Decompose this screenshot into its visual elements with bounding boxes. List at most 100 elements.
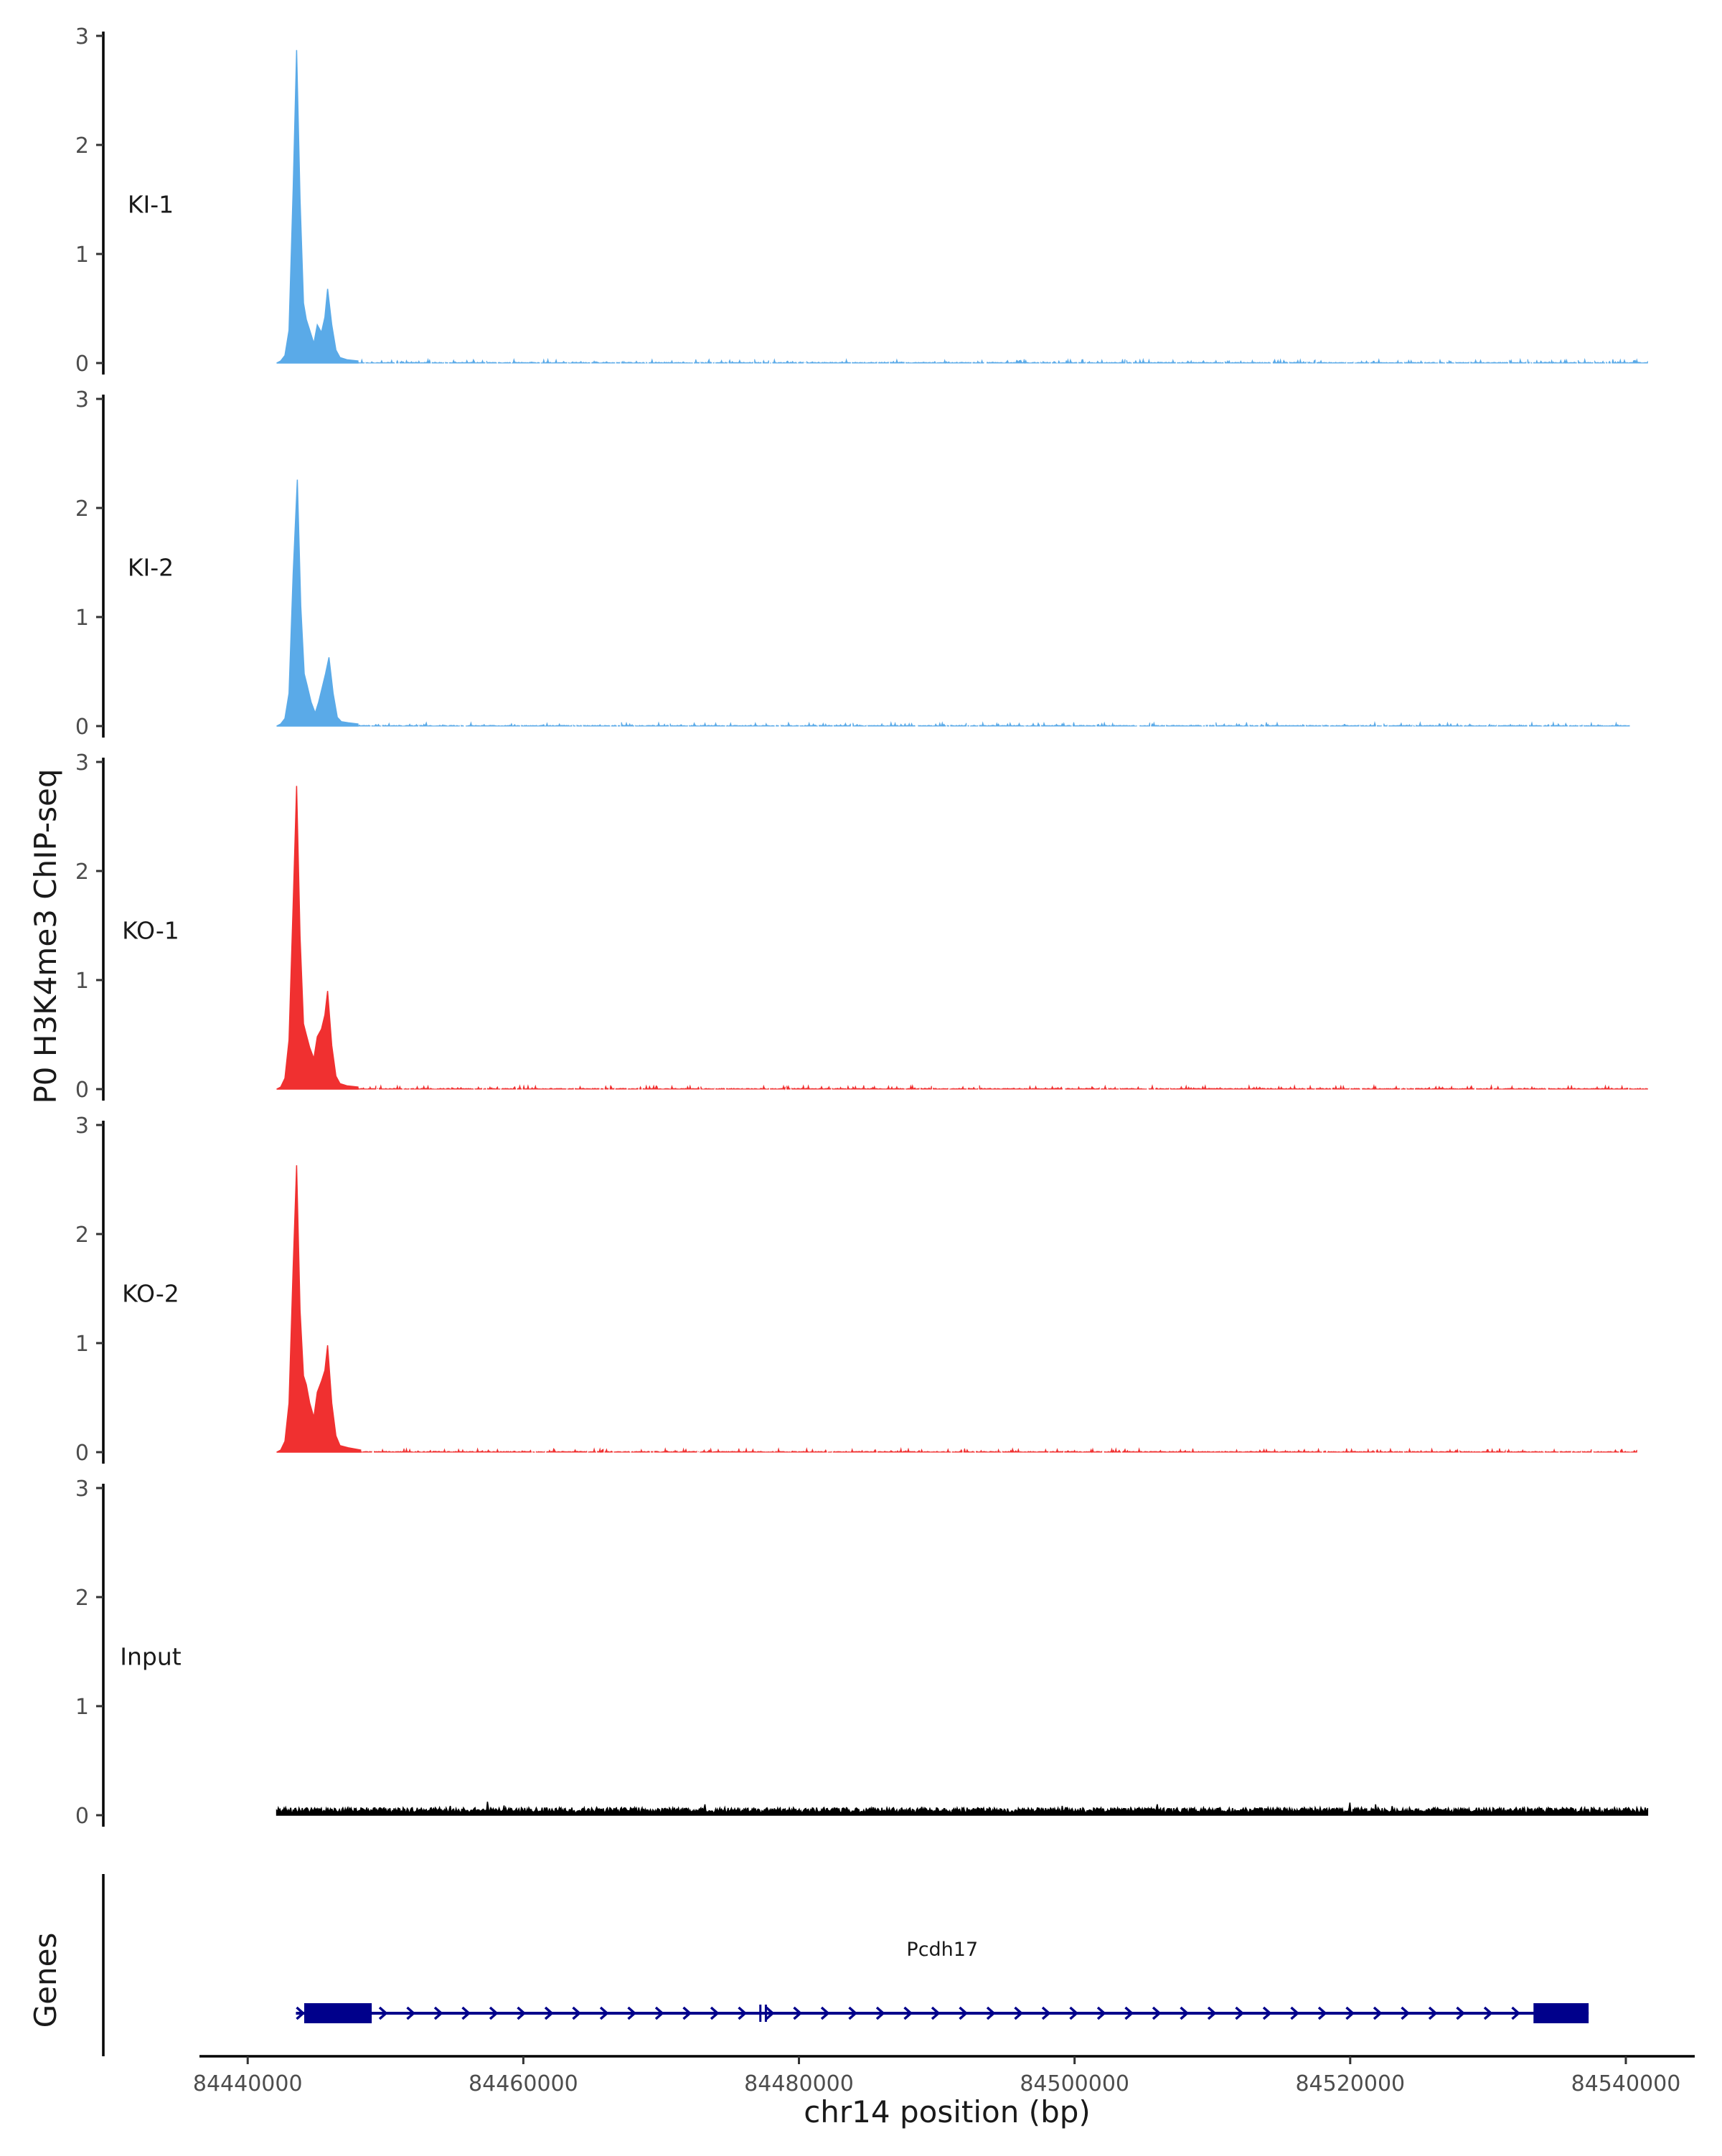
x-tick-label: 84480000 [744, 2071, 854, 2096]
y-tick-label: 3 [75, 24, 89, 50]
x-axis: 84440000 84460000 84480000 84500000 84520000… [193, 2055, 1695, 2096]
strand-arrow [378, 2006, 388, 2020]
strand-arrow [682, 2006, 692, 2020]
strand-arrow [433, 2006, 443, 2020]
strand-arrow [1152, 2006, 1162, 2020]
background-signal [358, 1083, 1648, 1091]
x-tick-label: 84440000 [193, 2071, 303, 2096]
strand-arrow [765, 2006, 775, 2020]
signal-peak [276, 50, 359, 364]
y-tick-label: 2 [75, 496, 89, 522]
background-signal [358, 721, 1630, 728]
strand-arrow [986, 2006, 996, 2020]
y-tick-label: 2 [75, 1586, 89, 1611]
track-ki-2: 0 1 2 3 KI-2 [75, 387, 1630, 740]
track-label: Input [120, 1643, 182, 1671]
background-signal [276, 1802, 1649, 1816]
genes-axis-title: Genes [28, 1933, 63, 2028]
y-tick-label: 3 [75, 387, 89, 413]
y-tick-label: 3 [75, 1114, 89, 1139]
strand-arrow [654, 2006, 664, 2020]
strand-arrow [1096, 2006, 1106, 2020]
y-tick-label: 0 [75, 715, 89, 740]
strand-arrow [544, 2006, 554, 2020]
background-signal [358, 357, 1648, 364]
track-ko-1: 0 1 2 3 KO-1 [75, 750, 1648, 1103]
background-signal [360, 1446, 1637, 1454]
strand-arrow [1345, 2006, 1355, 2020]
strand-arrow [1069, 2006, 1079, 2020]
strand-arrow [1124, 2006, 1134, 2020]
track-input: 0 1 2 3 Input [75, 1477, 1649, 1829]
strand-arrow [517, 2006, 527, 2020]
x-tick-label: 84460000 [469, 2071, 578, 2096]
x-tick-label: 84520000 [1295, 2071, 1405, 2096]
y-axis-title: P0 H3K4me3 ChIP-seq [28, 768, 63, 1103]
strand-arrow [1180, 2006, 1190, 2020]
track-label: KO-1 [122, 917, 179, 945]
strand-arrow [1401, 2006, 1411, 2020]
y-tick-label: 2 [75, 1223, 89, 1248]
strand-arrow [738, 2006, 748, 2020]
gene-exon [1533, 2003, 1589, 2023]
strand-arrow [959, 2006, 969, 2020]
y-tick-label: 3 [75, 1477, 89, 1502]
track-label: KO-2 [122, 1280, 179, 1308]
y-tick-label: 3 [75, 750, 89, 776]
y-tick-label: 1 [75, 1695, 89, 1720]
y-tick-label: 1 [75, 1332, 89, 1357]
y-tick-label: 1 [75, 969, 89, 994]
x-tick-label: 84540000 [1571, 2071, 1681, 2096]
track-ki-1: 0 1 2 3 KI-1 [75, 24, 1648, 377]
strand-arrow [406, 2006, 416, 2020]
strand-arrow [599, 2006, 609, 2020]
genes-panel: Pcdh17 [102, 1874, 1589, 2056]
track-label: KI-2 [128, 554, 174, 582]
y-tick-label: 2 [75, 860, 89, 885]
y-tick-label: 2 [75, 133, 89, 159]
signal-peak [276, 786, 359, 1090]
strand-arrow [875, 2006, 885, 2020]
strand-arrow [903, 2006, 913, 2020]
x-axis-title: chr14 position (bp) [804, 2094, 1091, 2129]
strand-arrow [820, 2006, 830, 2020]
strand-arrow [296, 2006, 306, 2020]
gene-name-label: Pcdh17 [906, 1939, 978, 1961]
strand-arrow [1262, 2006, 1272, 2020]
strand-arrow [572, 2006, 582, 2020]
y-tick-label: 1 [75, 243, 89, 268]
track-label: KI-1 [128, 191, 174, 219]
gene-exon [304, 2003, 372, 2023]
strand-arrow [793, 2006, 803, 2020]
strand-arrow [1373, 2006, 1383, 2020]
strand-arrow [931, 2006, 941, 2020]
x-tick-label: 84500000 [1020, 2071, 1129, 2096]
strand-arrow [1483, 2006, 1493, 2020]
strand-arrow [627, 2006, 637, 2020]
strand-arrow [1014, 2006, 1024, 2020]
strand-arrow [1207, 2006, 1217, 2020]
y-tick-label: 1 [75, 606, 89, 631]
strand-arrow [710, 2006, 720, 2020]
gene-pcdh17: Pcdh17 [296, 1939, 1589, 2023]
strand-arrow [1041, 2006, 1051, 2020]
strand-arrow [1428, 2006, 1438, 2020]
signal-peak [276, 479, 359, 727]
y-tick-label: 0 [75, 352, 89, 377]
y-tick-label: 0 [75, 1078, 89, 1103]
strand-arrow [1511, 2006, 1521, 2020]
strand-arrow [1456, 2006, 1466, 2020]
y-tick-label: 0 [75, 1441, 89, 1466]
strand-arrow [848, 2006, 858, 2020]
strand-arrow [489, 2006, 499, 2020]
strand-arrow [1290, 2006, 1300, 2020]
strand-arrow [461, 2006, 471, 2020]
signal-tracks: 0 1 2 3 KI-1 0 1 2 3 KI-2 0 1 2 3 KO-1 0 1 2 3 KO-2 0 1 2 3 Inpu… [75, 24, 1649, 1829]
track-ko-2: 0 1 2 3 KO-2 [75, 1114, 1637, 1466]
signal-peak [276, 1165, 362, 1453]
y-tick-label: 0 [75, 1804, 89, 1829]
strand-arrow [1317, 2006, 1327, 2020]
strand-arrow [1235, 2006, 1245, 2020]
